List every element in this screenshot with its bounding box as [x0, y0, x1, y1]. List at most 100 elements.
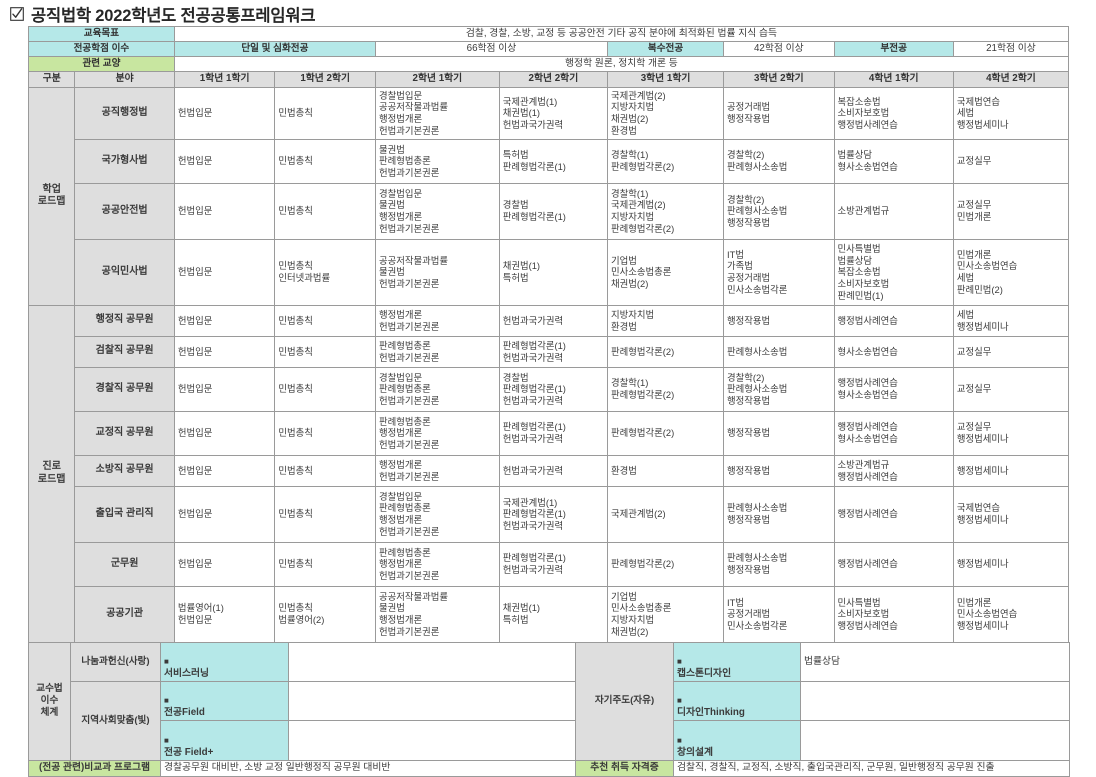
field-name: 행정직 공무원 [74, 304, 175, 337]
course-cell: 국제관계법(1) 채권법(1) 헌법과국가권력 [498, 86, 609, 140]
teaching-item-value[interactable] [288, 641, 576, 682]
extracurricular-program-label: (전공 관련)비교과 프로그램 [28, 759, 161, 777]
course-cell: 국제관계법(2) 지방자치법 채권법(2) 환경법 [607, 86, 725, 140]
teaching-item-label: 디자인Thinking [677, 707, 745, 719]
recommended-certificate-value: 검찰직, 경찰직, 교정직, 소방직, 출입국관리직, 군무원, 일반행정직 공… [673, 759, 1070, 777]
course-cell: 판례형사소송법 행정작용법 [723, 485, 835, 543]
teaching-item-label: 전공Field [164, 707, 205, 719]
table-row: 학업 로드맵 공직행정법 헌법입문 민법총칙 경찰법입문 공공저작물과법률 행정… [27, 86, 1070, 306]
course-cell: 국제관계법(2) [607, 485, 725, 543]
liberal-arts-value: 행정학 원론, 정치학 개론 등 [173, 56, 1070, 73]
table-row: 군무원 헌법입문 민법총칙 판례형법총론 행정법개론 헌법과기본권론 판례형법각… [29, 541, 1070, 587]
course-cell: 행정법개론 헌법과기본권론 [374, 304, 500, 337]
square-bullet-icon: ■ [677, 696, 682, 706]
course-cell: 소방관계법규 행정법사례연습 [833, 454, 954, 487]
field-name: 공공기관 [74, 585, 175, 643]
table-row: 지역사회맞춤(빛) ■ 전공Field ■ 디자인Thinking [29, 680, 1070, 761]
table-row: 공공기관 법률영어(1) 헌법입문 민법총칙 법률영어(2) 공공저작물과법률 … [29, 585, 1070, 643]
course-cell: 경찰법입문 공공저작물과법률 행정법개론 헌법과기본권론 [374, 86, 500, 140]
page-title-bar: 공직법학 2022학년도 전공공통프레임워크 [0, 0, 1096, 26]
course-cell: 국제법연습 행정법세미나 [952, 485, 1070, 543]
column-header-y1s1: 1학년 1학기 [173, 71, 276, 88]
course-cell: 민사특별법 법률상담 복잡소송법 소비자보호법 판례민법(1) [833, 238, 954, 306]
course-cell: 기업법 민사소송법총론 채권법(2) [607, 238, 725, 306]
teaching-category-sharing: 나눔과헌신(사랑) [70, 641, 161, 682]
course-cell: 행정작용법 [723, 454, 835, 487]
square-bullet-icon: ■ [677, 735, 682, 745]
teaching-system-label: 교수법 이수 체계 [28, 641, 71, 761]
teaching-item-value[interactable] [288, 680, 576, 722]
teaching-item-label: 전공 Field+ [164, 746, 214, 758]
credit-value-single: 66학점 이상 [374, 41, 609, 58]
course-cell: 특허법 판례형법각론(1) [498, 138, 609, 184]
column-header-y3s1: 3학년 1학기 [607, 71, 725, 88]
teaching-item-design-thinking[interactable]: ■ 디자인Thinking [673, 680, 801, 722]
teaching-item-creative-design[interactable]: ■ 창의설계 [673, 720, 801, 761]
course-cell: 헌법입문 [173, 138, 276, 184]
course-cell: 경찰법입문 물권법 행정법개론 헌법과기본권론 [374, 182, 500, 240]
field-name: 공공안전법 [74, 182, 175, 240]
course-cell: 교정실무 [952, 366, 1070, 412]
curriculum-framework-table: 교육목표 검찰, 경찰, 소방, 교정 등 공공안전 기타 공직 분야에 최적화… [27, 25, 1070, 643]
teaching-item-label: 서비스러닝 [164, 667, 210, 679]
teaching-item-major-field[interactable]: ■ 전공Field [160, 680, 289, 722]
course-cell: IT법 공정거래법 민사소송법각론 [723, 585, 835, 643]
teaching-item-value[interactable] [800, 720, 1070, 761]
table-row: 공익민사법 헌법입문 민법총칙 인터넷과법률 공공저작물과법률 물권법 헌법과기… [29, 238, 1070, 306]
course-cell: 판례형법각론(1) 헌법과국가권력 [498, 335, 609, 368]
course-cell: 판례형법총론 행정법개론 헌법과기본권론 [374, 410, 500, 456]
column-header-division: 구분 [27, 71, 76, 88]
teaching-item-label: 창의설계 [677, 746, 714, 758]
course-cell: 민법총칙 [274, 485, 376, 543]
teaching-item-service-learning[interactable]: ■ 서비스러닝 [160, 641, 289, 682]
course-cell: 민법총칙 인터넷과법률 [274, 238, 376, 306]
page-title: 공직법학 2022학년도 전공공통프레임워크 [31, 6, 316, 25]
teaching-item-major-field-plus[interactable]: ■ 전공 Field+ [160, 720, 289, 761]
column-header-field: 분야 [74, 71, 175, 88]
teaching-item-value[interactable] [800, 680, 1070, 722]
credit-value-double: 42학점 이상 [723, 41, 835, 58]
education-goal-row: 교육목표 검찰, 경찰, 소방, 교정 등 공공안전 기타 공직 분야에 최적화… [28, 25, 1070, 43]
course-cell: 채권법(1) 특허법 [498, 238, 609, 306]
course-cell: 민법총칙 [274, 366, 376, 412]
course-cell: 행정작용법 [723, 410, 835, 456]
field-name: 소방직 공무원 [74, 454, 175, 487]
course-cell: 행정법세미나 [952, 541, 1070, 587]
table-row: ■ 전공 Field+ ■ 창의설계 [29, 720, 1070, 761]
teaching-method-footer-table: 교수법 이수 체계 나눔과헌신(사랑) ■ 서비스러닝 자기주도(자유) ■ 캡… [28, 641, 1070, 777]
course-cell: 물권법 판례형법총론 헌법과기본권론 [374, 138, 500, 184]
course-cell: 민법총칙 법률영어(2) [274, 585, 376, 643]
course-cell: 경찰학(2) 판례형사소송법 [723, 138, 835, 184]
square-bullet-icon: ■ [164, 696, 169, 706]
course-cell: 환경법 [607, 454, 725, 487]
column-header-y4s1: 4학년 1학기 [833, 71, 954, 88]
course-cell: 경찰학(1) 판례형법각론(2) [607, 138, 725, 184]
course-cell: 헌법과국가권력 [498, 454, 609, 487]
extracurricular-row: (전공 관련)비교과 프로그램 경찰공무원 대비반, 소방 교정 일반행정직 공… [28, 759, 1070, 777]
field-name: 군무원 [74, 541, 175, 587]
course-cell: 경찰법 판례형법각론(1) 헌법과국가권력 [498, 366, 609, 412]
course-cell: 기업법 민사소송법총론 지방자치법 채권법(2) [607, 585, 725, 643]
course-cell: 경찰법입문 판례형법총론 행정법개론 헌법과기본권론 [374, 485, 500, 543]
course-cell: 판례형법각론(2) [607, 410, 725, 456]
table-row: 국가형사법 헌법입문 민법총칙 물권법 판례형법총론 헌법과기본권론 특허법 판… [29, 138, 1070, 184]
course-cell: 교정실무 [952, 138, 1070, 184]
course-cell: 판례형법각론(1) 헌법과국가권력 [498, 410, 609, 456]
teaching-item-value[interactable] [288, 720, 576, 761]
major-credits-row: 전공학점 이수 단일 및 심화전공 66학점 이상 복수전공 42학점 이상 부… [28, 41, 1070, 58]
teaching-item-value[interactable]: 법률상담 [800, 641, 1070, 682]
section-label-academic: 학업 로드맵 [27, 86, 76, 306]
course-cell: 민법총칙 [274, 454, 376, 487]
section-label-career: 진로 로드맵 [27, 304, 76, 643]
course-cell: 행정법사례연습 [833, 541, 954, 587]
teaching-item-capstone-design[interactable]: ■ 캡스톤디자인 [673, 641, 801, 682]
course-cell: 행정법사례연습 형사소송법연습 [833, 366, 954, 412]
extracurricular-program-value: 경찰공무원 대비반, 소방 교정 일반행정직 공무원 대비반 [160, 759, 576, 777]
course-cell: 민법총칙 [274, 182, 376, 240]
course-cell: 민사특별법 소비자보호법 행정법사례연습 [833, 585, 954, 643]
course-cell: 경찰법입문 판례형법총론 헌법과기본권론 [374, 366, 500, 412]
course-cell: 행정법사례연습 형사소송법연습 [833, 410, 954, 456]
course-cell: 행정작용법 [723, 304, 835, 337]
course-cell: 지방자치법 환경법 [607, 304, 725, 337]
course-cell: 공정거래법 행정작용법 [723, 86, 835, 140]
